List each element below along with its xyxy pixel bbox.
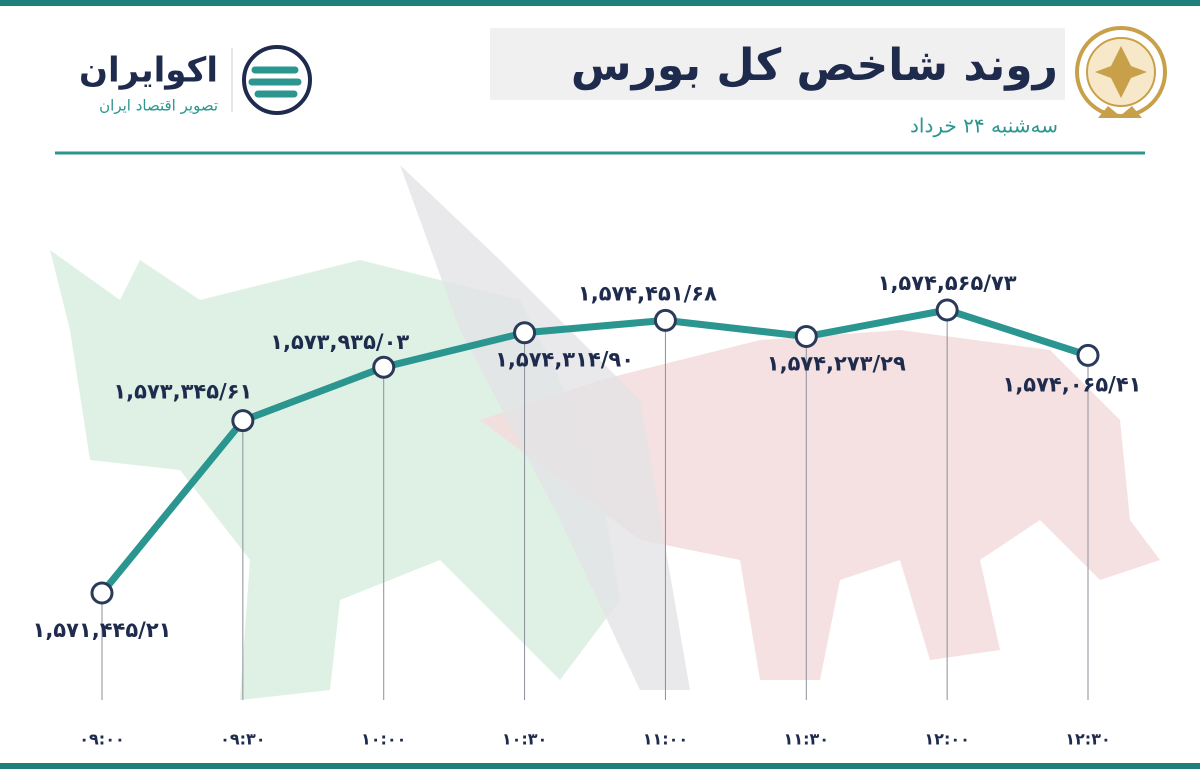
data-point bbox=[935, 298, 959, 322]
value-label: ۱,۵۷۴,۲۷۳/۲۹ bbox=[767, 352, 906, 376]
x-tick-label: ۱۰:۳۰ bbox=[502, 730, 547, 749]
brand-name: اکوایران bbox=[79, 51, 218, 91]
emblem bbox=[1075, 26, 1167, 118]
data-point bbox=[653, 308, 677, 332]
bear-silhouette bbox=[480, 330, 1160, 680]
value-label: ۱,۵۷۱,۴۴۵/۲۱ bbox=[33, 618, 172, 642]
value-label: ۱,۵۷۳,۳۴۵/۶۱ bbox=[113, 380, 252, 404]
data-point bbox=[372, 355, 396, 379]
value-label: ۱,۵۷۴,۵۶۵/۷۳ bbox=[878, 271, 1017, 295]
value-label: ۱,۵۷۴,۰۶۵/۴۱ bbox=[1003, 372, 1142, 396]
x-tick-label: ۱۲:۳۰ bbox=[1065, 730, 1110, 749]
x-tick-label: ۱۲:۰۰ bbox=[924, 730, 969, 749]
arrow-silhouette bbox=[400, 165, 690, 690]
plot: ۰۹:۰۰ ۰۹:۳۰ ۱۰:۰۰ ۱۰:۳۰ ۱۱:۰۰ ۱۱:۳۰ ۱۲:۰۰ ۱۲:۳۰… bbox=[33, 271, 1142, 749]
data-point bbox=[90, 581, 114, 605]
series-line bbox=[99, 306, 1090, 596]
value-label: ۱,۵۷۴,۴۵۱/۶۸ bbox=[578, 281, 717, 305]
value-label: ۱,۵۷۳,۹۳۵/۰۳ bbox=[270, 330, 409, 354]
data-point bbox=[794, 325, 818, 349]
brand-logo bbox=[231, 45, 312, 115]
data-point bbox=[513, 321, 537, 345]
bottom-bar bbox=[0, 763, 1200, 769]
x-tick-label: ۰۹:۳۰ bbox=[220, 730, 265, 749]
title-box bbox=[490, 28, 1065, 100]
data-point bbox=[231, 409, 255, 433]
x-tick-label: ۱۰:۰۰ bbox=[361, 730, 406, 749]
x-tick-label: ۱۱:۰۰ bbox=[643, 730, 688, 749]
subtitle: سه‌شنبه ۲۴ خرداد bbox=[910, 114, 1058, 138]
x-tick-label: ۱۱:۳۰ bbox=[784, 730, 829, 749]
value-label: ۱,۵۷۴,۳۱۴/۹۰ bbox=[495, 348, 634, 372]
x-tick-label: ۰۹:۰۰ bbox=[79, 730, 124, 749]
top-bar bbox=[0, 0, 1200, 6]
title: روند شاخص کل بورس bbox=[571, 40, 1058, 91]
brand-tagline: تصویر اقتصاد ایران bbox=[99, 97, 218, 115]
data-point bbox=[1076, 343, 1100, 367]
